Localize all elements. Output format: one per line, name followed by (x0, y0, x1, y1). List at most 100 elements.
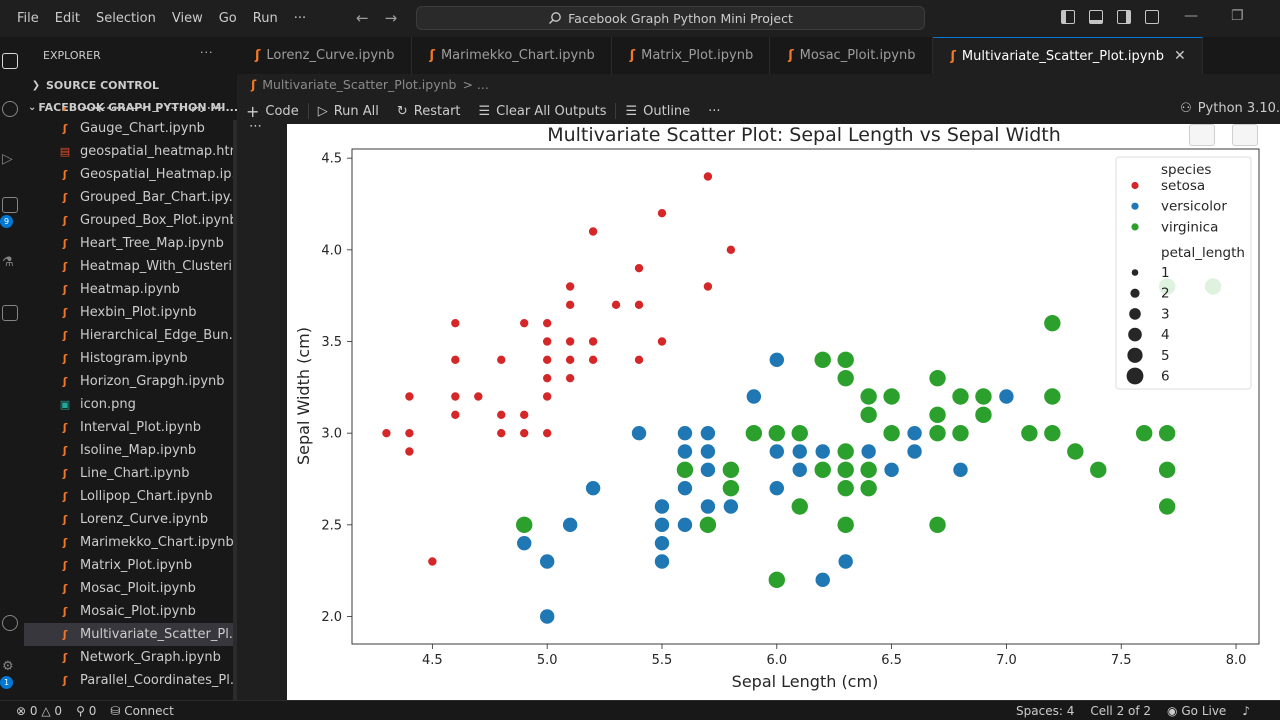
menu-view[interactable]: View (171, 11, 203, 26)
file-item[interactable]: ▣ icon.png (24, 393, 237, 416)
point-setosa (542, 318, 553, 329)
go-live-button[interactable]: ◉ Go Live (1167, 704, 1226, 718)
outline-button[interactable]: ☰ Outline (616, 104, 699, 119)
file-item[interactable]: ʃ Grouped_Box_Plot.ipynb (24, 209, 237, 232)
tab-2[interactable]: ʃ Matrix_Plot.ipynb (612, 37, 771, 74)
minimize-icon[interactable]: — (1184, 8, 1198, 24)
cell-position-status[interactable]: Cell 2 of 2 (1090, 703, 1152, 718)
point-virginica (974, 405, 993, 424)
file-item-label: Line_Chart.ipynb (80, 466, 190, 481)
notebook-icon: ʃ (62, 306, 68, 319)
point-setosa (588, 336, 599, 347)
file-item[interactable]: ʃ Heatmap.ipynb (24, 278, 237, 301)
file-item[interactable]: ʃ Isoline_Map.ipynb (24, 439, 237, 462)
y-tick-label: 3.5 (321, 335, 342, 350)
notifications-bell-icon[interactable]: ♪ (1242, 703, 1250, 718)
source-control-section[interactable]: ❯ SOURCE CONTROL (24, 74, 237, 96)
sidebar-scrollbar[interactable] (233, 120, 237, 700)
forward-arrow-icon[interactable]: → (384, 9, 398, 27)
source-control-icon[interactable] (2, 197, 18, 213)
file-item[interactable]: ʃ Network_Graph.ipynb (24, 646, 237, 669)
project-section[interactable]: ⌄ FACEBOOK GRAPH PYTHON MI... (24, 96, 237, 118)
toggle-panel-icon[interactable] (1089, 10, 1103, 24)
x-axis-label: Sepal Length (cm) (732, 672, 879, 691)
run-all-button[interactable]: ▷ Run All (309, 104, 388, 119)
tab-0[interactable]: ʃ Lorenz_Curve.ipynb (237, 37, 412, 74)
add-code-button[interactable]: + Code (237, 102, 308, 121)
menu-run[interactable]: Run (252, 11, 278, 26)
file-item[interactable]: ʃ Line_Chart.ipynb (24, 462, 237, 485)
file-item-label: Network_Graph.ipynb (80, 650, 221, 665)
file-item[interactable]: ʃ Mosaic_Plot.ipynb (24, 600, 237, 623)
legend-label-versicolor: versicolor (1161, 199, 1227, 215)
command-center[interactable]: Facebook Graph Python Mini Project (416, 6, 925, 30)
customize-layout-icon[interactable] (1145, 10, 1159, 24)
menu-more[interactable]: ··· (293, 11, 307, 26)
ports-indicator[interactable]: ⚲ 0 (76, 704, 96, 718)
clear-outputs-button[interactable]: ☰ Clear All Outputs (470, 104, 616, 119)
toggle-secondary-sidebar-icon[interactable] (1117, 10, 1131, 24)
breadcrumb-file[interactable]: Multivariate_Scatter_Plot.ipynb (262, 77, 457, 92)
restart-button[interactable]: ↻ Restart (388, 104, 470, 119)
tab-label: Multivariate_Scatter_Plot.ipynb (961, 48, 1164, 64)
file-item[interactable]: ʃ Lorenz_Curve.ipynb (24, 508, 237, 531)
notebook-icon: ʃ (62, 444, 68, 457)
connect-button[interactable]: ⛁ Connect (110, 704, 174, 718)
status-right: Spaces: 4 Cell 2 of 2 ◉ Go Live ♪ (1016, 704, 1250, 718)
cell-more-icon[interactable]: ⋯ (249, 119, 262, 134)
menu-file[interactable]: File (17, 11, 39, 26)
file-item[interactable]: ʃ Horizon_Grapgh.ipynb (24, 370, 237, 393)
point-setosa (634, 263, 645, 274)
file-item[interactable]: ʃ Gauge_Chart.ipynb (24, 117, 237, 140)
file-item[interactable]: ʃ Hierarchical_Edge_Bun... (24, 324, 237, 347)
menu-go[interactable]: Go (218, 11, 237, 26)
restore-icon[interactable]: ❐ (1231, 8, 1244, 24)
file-item[interactable]: ʃ Gapminder_Plot.ipynb (24, 107, 237, 117)
search-view-icon[interactable] (2, 101, 18, 117)
manage-gear-icon[interactable]: ⚙ (2, 659, 14, 674)
file-item[interactable]: ʃ Interval_Plot.ipynb (24, 416, 237, 439)
x-tick-label: 8.0 (1226, 653, 1247, 668)
kernel-picker[interactable]: ⚇ Python 3.10. (1180, 101, 1280, 116)
indentation-status[interactable]: Spaces: 4 (1016, 703, 1075, 718)
file-item[interactable]: ʃ Heatmap_With_Clusteri... (24, 255, 237, 278)
point-virginica (1158, 424, 1177, 443)
file-item[interactable]: ʃ Lollipop_Chart.ipynb (24, 485, 237, 508)
breadcrumb-more[interactable]: > ... (462, 77, 489, 92)
file-item[interactable]: ▤ geospatial_heatmap.html (24, 140, 237, 163)
file-item[interactable]: ʃ Geospatial_Heatmap.ip... (24, 163, 237, 186)
back-arrow-icon[interactable]: ← (356, 9, 369, 27)
extensions-icon[interactable] (2, 305, 18, 321)
toggle-sidebar-icon[interactable] (1061, 10, 1075, 24)
tab-1[interactable]: ʃ Marimekko_Chart.ipynb (412, 37, 612, 74)
tab-4[interactable]: ʃ Multivariate_Scatter_Plot.ipynb ✕ (932, 37, 1203, 74)
testing-icon[interactable]: ⚗ (2, 255, 14, 270)
explorer-more-icon[interactable]: ··· (200, 46, 214, 59)
save-output-icon[interactable] (1232, 124, 1258, 146)
file-item[interactable]: ʃ Parallel_Coordinates_Pl... (24, 669, 237, 692)
tab-3[interactable]: ʃ Mosac_Ploit.ipynb (770, 37, 933, 74)
run-debug-icon[interactable]: ▷ (2, 151, 13, 167)
copy-output-icon[interactable] (1189, 124, 1215, 146)
problems-indicator[interactable]: ⊗ 0 △ 0 (16, 704, 62, 718)
file-item[interactable]: ʃ Histogram.ipynb (24, 347, 237, 370)
point-versicolor (906, 425, 923, 442)
point-versicolor (516, 535, 533, 552)
point-versicolor (653, 516, 670, 533)
menu-edit[interactable]: Edit (54, 11, 80, 26)
file-item[interactable]: ʃ Marimekko_Chart.ipynb (24, 531, 237, 554)
file-item[interactable]: ʃ Heart_Tree_Map.ipynb (24, 232, 237, 255)
explorer-icon[interactable] (2, 53, 18, 69)
file-item[interactable]: ʃ Multivariate_Scatter_Pl... (24, 623, 237, 646)
y-axis-label: Sepal Width (cm) (294, 327, 313, 465)
file-item[interactable]: ʃ Matrix_Plot.ipynb (24, 554, 237, 577)
file-item[interactable]: ʃ Mosac_Ploit.ipynb (24, 577, 237, 600)
menu-selection[interactable]: Selection (95, 11, 156, 26)
file-item[interactable]: ʃ Grouped_Bar_Chart.ipy... (24, 186, 237, 209)
close-tab-icon[interactable]: ✕ (1173, 48, 1186, 64)
file-item-label: Heatmap.ipynb (80, 282, 180, 297)
file-item[interactable]: ʃ Hexbin_Plot.ipynb (24, 301, 237, 324)
toolbar-more-button[interactable]: ··· (708, 103, 721, 119)
point-setosa (656, 208, 667, 219)
account-icon[interactable] (2, 615, 18, 631)
